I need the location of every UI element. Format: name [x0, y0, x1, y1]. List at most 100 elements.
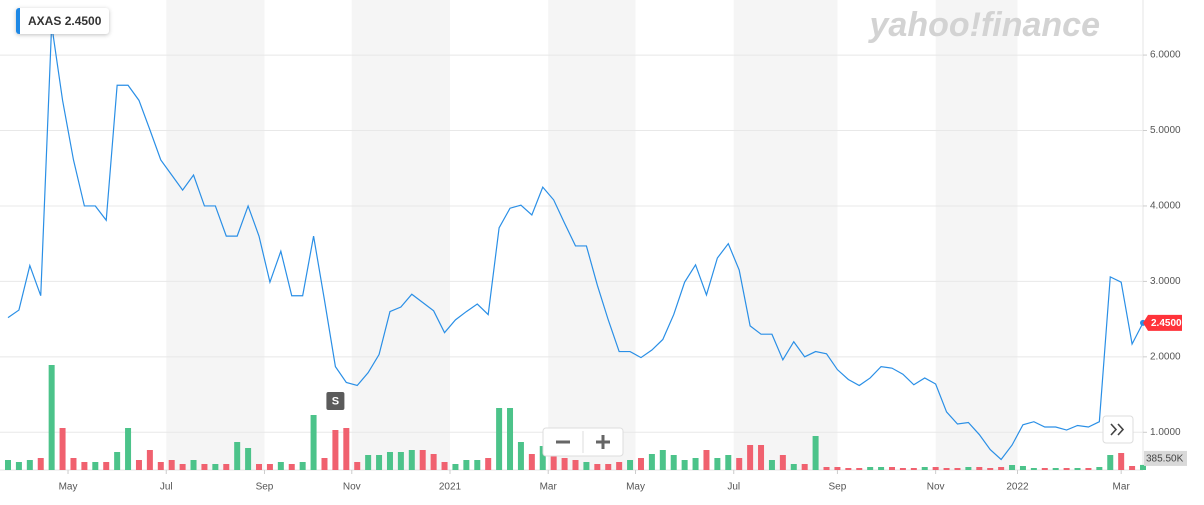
- volume-bar: [965, 467, 972, 470]
- volume-bar: [234, 442, 241, 470]
- volume-bar: [81, 462, 88, 470]
- volume-bar: [932, 467, 939, 470]
- volume-bar: [474, 460, 481, 470]
- volume-bar: [223, 464, 230, 470]
- price-badge: [1143, 314, 1182, 331]
- volume-bar: [539, 446, 546, 470]
- legend: AXAS 2.4500: [16, 8, 110, 34]
- volume-bar: [441, 462, 448, 470]
- volume-bar: [976, 467, 983, 470]
- x-tick-label: Sep: [829, 482, 847, 493]
- y-tick-label: 2.0000: [1150, 351, 1181, 362]
- band: [351, 0, 450, 470]
- y-tick-label: 1.0000: [1150, 427, 1181, 438]
- volume-bar: [179, 464, 186, 470]
- x-tick-label: 2022: [1006, 482, 1029, 493]
- volume-bar: [332, 430, 339, 470]
- band: [733, 0, 838, 470]
- volume-bar: [779, 455, 786, 470]
- marks: S 2.4500 385.50K: [5, 24, 1187, 470]
- x-tick-label: Sep: [256, 482, 274, 493]
- volume-badge: [1144, 450, 1187, 466]
- volume-bar: [321, 458, 328, 470]
- volume-bar: [157, 462, 164, 470]
- volume-bar: [954, 468, 961, 470]
- volume-bar: [998, 467, 1005, 470]
- volume-bar: [496, 408, 503, 470]
- x-tick-label: Jul: [160, 482, 173, 493]
- volume-bar: [736, 458, 743, 470]
- volume-bar: [583, 462, 590, 470]
- volume-bar: [5, 460, 11, 470]
- volume-bar: [528, 454, 535, 470]
- volume-bar: [354, 462, 361, 470]
- volume-bar: [834, 467, 841, 470]
- volume-bar: [1074, 468, 1081, 470]
- scroll-box[interactable]: [1102, 415, 1134, 444]
- x-tick-label: Jul: [727, 482, 740, 493]
- volume-bar: [1052, 468, 1059, 470]
- volume-bar: [288, 464, 295, 470]
- volume-bar: [277, 462, 284, 470]
- volume-bar: [463, 460, 470, 470]
- x-tick-label: May: [626, 482, 645, 493]
- volume-badge-label: 385.50K: [1146, 454, 1184, 465]
- volume-bar: [1118, 453, 1125, 470]
- zoom-control[interactable]: [542, 427, 624, 457]
- price-badge-label: 2.4500: [1151, 318, 1182, 329]
- volume-bar: [692, 458, 699, 470]
- volume-bar: [921, 467, 928, 470]
- volume-bar: [37, 458, 44, 470]
- volume-bar: [823, 467, 830, 470]
- volume-bar: [910, 468, 917, 470]
- scroll-icon: [1110, 423, 1118, 436]
- volume-bar: [26, 460, 33, 470]
- volume-bar: [430, 454, 437, 470]
- volume-bar: [714, 458, 721, 470]
- volume-bar: [386, 452, 393, 470]
- y-tick-label: 6.0000: [1150, 50, 1181, 61]
- volume-bar: [365, 455, 372, 470]
- volume-bar: [758, 445, 765, 470]
- volume-bar: [790, 464, 797, 470]
- y-tick-label: 4.0000: [1150, 201, 1181, 212]
- volume-bar: [681, 460, 688, 470]
- volume-bar: [256, 464, 263, 470]
- legend-name: AXAS: [28, 14, 62, 28]
- volume-bar: [452, 464, 459, 470]
- band: [548, 0, 636, 470]
- volume-bar: [888, 467, 895, 470]
- volume-bar: [725, 455, 732, 470]
- grid: 1.0000 2.0000 3.0000 4.0000 5.0000 6.0000 May J…: [0, 0, 1181, 493]
- volume-bar: [659, 450, 666, 470]
- volume-bar: [419, 450, 426, 470]
- volume-bar: [343, 428, 350, 470]
- x-tick-label: Mar: [540, 482, 558, 493]
- volume-bar: [114, 452, 121, 470]
- volume-bar: [397, 452, 404, 470]
- volume-bar: [408, 450, 415, 470]
- volume-bar: [648, 454, 655, 470]
- volume-bar: [747, 445, 754, 470]
- volume-bar: [190, 460, 197, 470]
- volume-bar: [943, 468, 950, 470]
- volume-bar: [376, 455, 383, 470]
- band: [166, 0, 265, 470]
- scroll-button[interactable]: [1102, 415, 1134, 444]
- volume-bar: [212, 464, 219, 470]
- volume-bar: [15, 462, 22, 470]
- volume-bar: [146, 450, 153, 470]
- volume-bar: [616, 462, 623, 470]
- volume-bar: [266, 464, 273, 470]
- band: [935, 0, 1018, 470]
- volume-bar: [561, 458, 568, 470]
- volume-bar: [245, 448, 252, 470]
- volume-bar: [517, 442, 524, 470]
- volume-bar: [801, 464, 808, 470]
- y-tick-label: 3.0000: [1150, 276, 1181, 287]
- volume-bar: [627, 460, 634, 470]
- volume-bar: [92, 462, 99, 470]
- volume-bar: [507, 408, 514, 470]
